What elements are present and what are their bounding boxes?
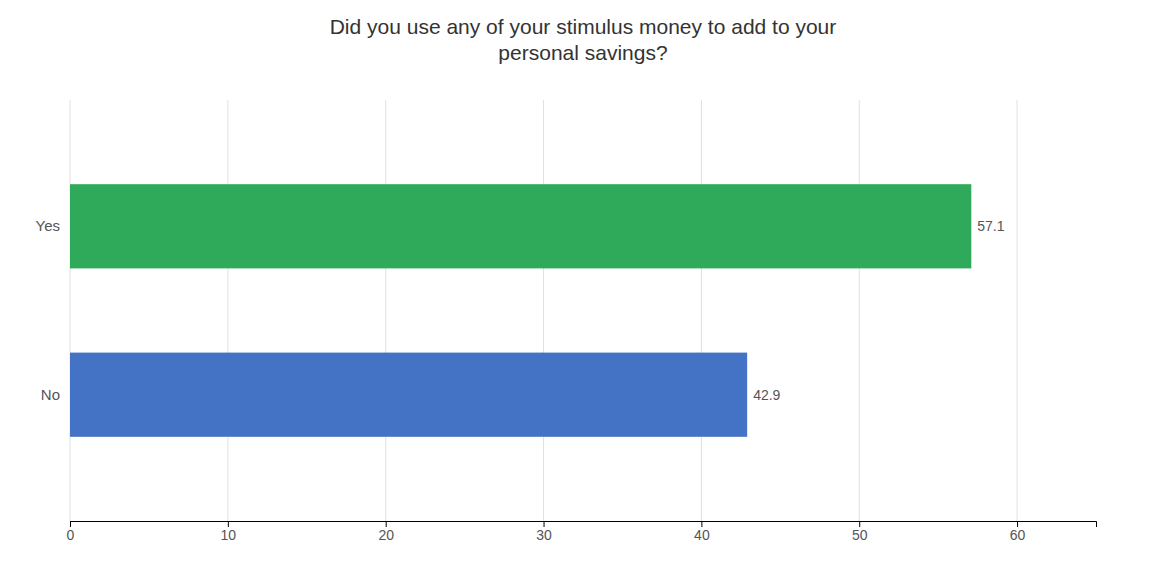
data-label: 42.9 <box>753 387 780 403</box>
y-tick-label: Yes <box>36 217 60 234</box>
title-line: Did you use any of your stimulus money t… <box>330 15 837 38</box>
x-tick-label: 0 <box>67 527 75 543</box>
x-tick: 0 <box>67 521 75 543</box>
bars <box>70 184 971 437</box>
x-tick-label: 30 <box>536 527 552 543</box>
x-tick: 60 <box>1010 521 1026 543</box>
grid-line <box>70 100 71 521</box>
grid-line <box>1017 100 1018 521</box>
x-tick-label: 40 <box>694 527 710 543</box>
grid-line <box>385 100 386 521</box>
grid-line <box>859 100 860 521</box>
plot: 0 10 20 30 40 50 60 Yes No 57.1 42.9 <box>36 100 1097 543</box>
y-tick: No <box>41 386 60 403</box>
y-tick-label: No <box>41 386 60 403</box>
x-tick: 40 <box>694 521 710 543</box>
y-axis: Yes No <box>36 217 60 402</box>
x-tick: 20 <box>378 521 394 543</box>
x-tick: 30 <box>536 521 552 543</box>
x-tick-label: 60 <box>1010 527 1026 543</box>
data-labels: 57.1 42.9 <box>753 218 1005 402</box>
grid <box>70 100 1017 521</box>
x-tick-label: 10 <box>221 527 237 543</box>
title-line: personal savings? <box>498 41 667 64</box>
x-tick: 10 <box>221 521 237 543</box>
x-tick-label: 20 <box>378 527 394 543</box>
x-axis: 0 10 20 30 40 50 60 <box>67 521 1097 543</box>
grid-line <box>543 100 544 521</box>
bar <box>70 353 747 437</box>
grid-line <box>701 100 702 521</box>
x-tick-label: 50 <box>852 527 868 543</box>
y-tick: Yes <box>36 217 60 234</box>
x-tick: 50 <box>852 521 868 543</box>
title: Did you use any of your stimulus money t… <box>330 15 837 64</box>
chart: Did you use any of your stimulus money t… <box>0 0 1166 566</box>
grid-line <box>227 100 228 521</box>
data-label: 57.1 <box>977 218 1004 234</box>
bar <box>70 184 971 268</box>
